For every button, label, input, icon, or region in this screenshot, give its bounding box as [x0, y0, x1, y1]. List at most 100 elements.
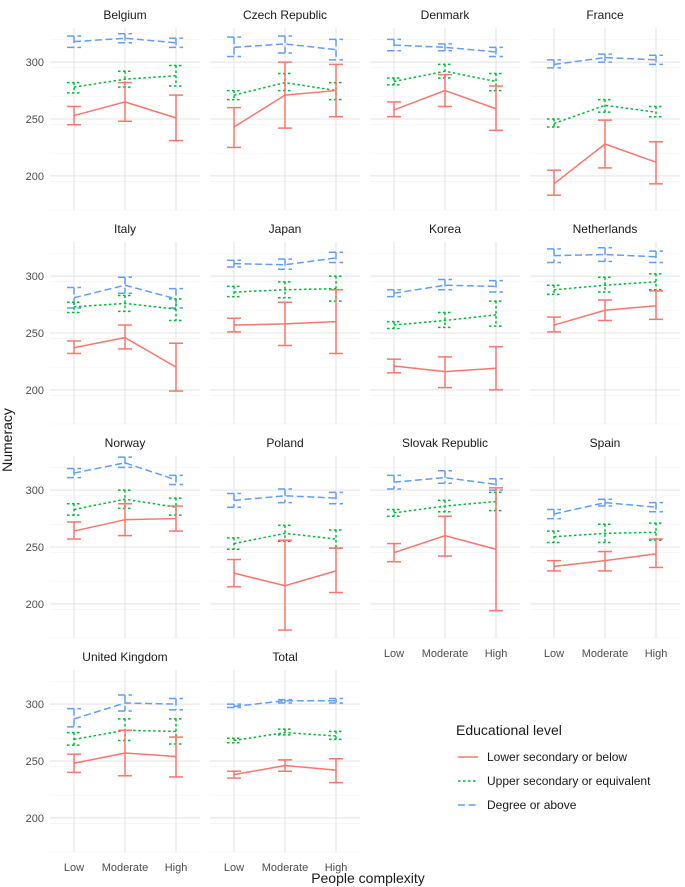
error-bar-lower	[329, 547, 343, 594]
series-line-upper	[393, 314, 497, 326]
error-bar-degree	[118, 32, 132, 44]
error-bar-lower	[547, 559, 561, 572]
legend-label: Degree or above	[487, 798, 577, 812]
error-bar-lower	[598, 119, 612, 169]
series-line-degree	[233, 495, 337, 502]
x-tick-label: Low	[224, 862, 244, 874]
error-bar-lower	[329, 289, 343, 355]
error-bar-lower	[387, 542, 401, 563]
error-bar-upper	[227, 89, 241, 101]
error-bar-upper	[598, 523, 612, 544]
series-line-upper	[233, 81, 337, 96]
error-bar-lower	[67, 753, 81, 774]
error-bar-upper	[598, 276, 612, 293]
panel-title: United Kingdom	[82, 650, 167, 664]
error-bar-lower	[387, 358, 401, 374]
error-bar-degree	[598, 53, 612, 63]
legend-item-degree: Degree or above	[458, 798, 577, 812]
error-bar-upper	[489, 300, 503, 327]
error-bar-upper	[387, 77, 401, 86]
y-axis-title: Numeracy	[0, 408, 15, 472]
error-bar-upper	[67, 301, 81, 314]
error-bar-lower	[227, 106, 241, 149]
series-line-degree	[233, 699, 336, 708]
error-bar-degree	[438, 470, 452, 485]
error-bar-lower	[278, 301, 292, 347]
panel-title: Norway	[105, 436, 146, 450]
panel-poland: Poland	[210, 436, 360, 639]
y-tick-label: 200	[26, 599, 44, 611]
y-tick-label: 250	[26, 328, 44, 340]
series-line-degree	[553, 56, 657, 66]
error-bar-degree	[278, 35, 292, 54]
panel-title: Slovak Republic	[402, 436, 488, 450]
y-tick-label: 250	[26, 114, 44, 126]
error-bar-upper	[438, 499, 452, 513]
error-bar-lower	[169, 342, 183, 392]
error-bar-lower	[489, 85, 503, 132]
series-line-upper	[233, 532, 337, 545]
series-line-degree	[553, 501, 657, 515]
error-bar-lower	[489, 487, 503, 612]
error-bar-lower	[649, 290, 663, 321]
error-bar-degree	[649, 54, 663, 66]
error-bar-lower	[118, 503, 132, 537]
series-line-degree	[393, 476, 497, 486]
series-line-degree	[553, 253, 657, 258]
panel-title: Japan	[269, 222, 302, 236]
error-bar-lower	[227, 317, 241, 333]
error-bar-lower	[329, 63, 343, 118]
panel-title: Czech Republic	[243, 8, 327, 22]
panel-title: Korea	[429, 222, 461, 236]
panel-italy: Italy 200 250 300	[26, 222, 200, 425]
error-bar-lower	[278, 539, 292, 631]
series-line-upper	[73, 302, 177, 310]
error-bar-lower	[438, 515, 452, 557]
error-bar-degree	[227, 492, 241, 508]
error-bar-degree	[489, 46, 503, 58]
x-tick-label: Moderate	[422, 648, 468, 660]
y-tick-label: 250	[26, 542, 44, 554]
series-line-upper	[233, 287, 337, 293]
series-line-degree	[393, 284, 497, 294]
panel-france: France	[530, 8, 680, 211]
legend-item-upper: Upper secondary or equivalent	[458, 774, 651, 788]
error-bar-upper	[547, 284, 561, 296]
error-bar-degree	[118, 694, 132, 712]
legend-item-lower: Lower secondary or below	[458, 750, 627, 764]
panel-japan: Japan	[210, 222, 360, 425]
legend: Educational level Lower secondary or belo…	[456, 722, 651, 812]
error-bar-upper	[649, 273, 663, 291]
error-bar-degree	[329, 38, 343, 61]
x-tick-label: High	[485, 648, 508, 660]
series-line-degree	[233, 43, 337, 51]
error-bar-degree	[67, 35, 81, 49]
error-bar-lower	[227, 558, 241, 588]
error-bar-upper	[227, 537, 241, 551]
error-bar-degree	[598, 498, 612, 507]
error-bar-degree	[547, 248, 561, 264]
error-bar-degree	[118, 276, 132, 294]
error-bar-degree	[118, 456, 132, 469]
error-bar-degree	[227, 703, 241, 709]
panel-belgium: Belgium 200 250 300	[26, 8, 200, 211]
y-tick-label: 200	[26, 813, 44, 825]
error-bar-upper	[438, 311, 452, 329]
error-bar-lower	[118, 729, 132, 777]
error-bar-degree	[329, 697, 343, 704]
error-bar-upper	[169, 64, 183, 87]
error-bar-degree	[547, 508, 561, 520]
error-bar-degree	[547, 59, 561, 69]
error-bar-lower	[547, 169, 561, 196]
error-bar-degree	[67, 467, 81, 479]
y-tick-label: 300	[26, 57, 44, 69]
x-tick-label: Moderate	[582, 648, 628, 660]
series-line-upper	[553, 281, 657, 291]
error-bar-degree	[329, 251, 343, 264]
error-bar-degree	[387, 474, 401, 490]
error-bar-degree	[649, 501, 663, 513]
x-tick-label: Low	[384, 648, 404, 660]
error-bar-degree	[489, 279, 503, 293]
series-line-upper	[233, 731, 337, 742]
error-bar-degree	[169, 37, 183, 49]
